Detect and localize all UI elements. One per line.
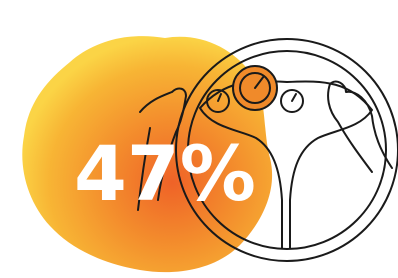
stat-value: 47% xyxy=(74,129,256,218)
right-needle xyxy=(292,94,296,101)
infographic: 47% xyxy=(0,0,398,278)
page: 47% (() => { const data = JSON.parse(doc… xyxy=(0,0,398,278)
